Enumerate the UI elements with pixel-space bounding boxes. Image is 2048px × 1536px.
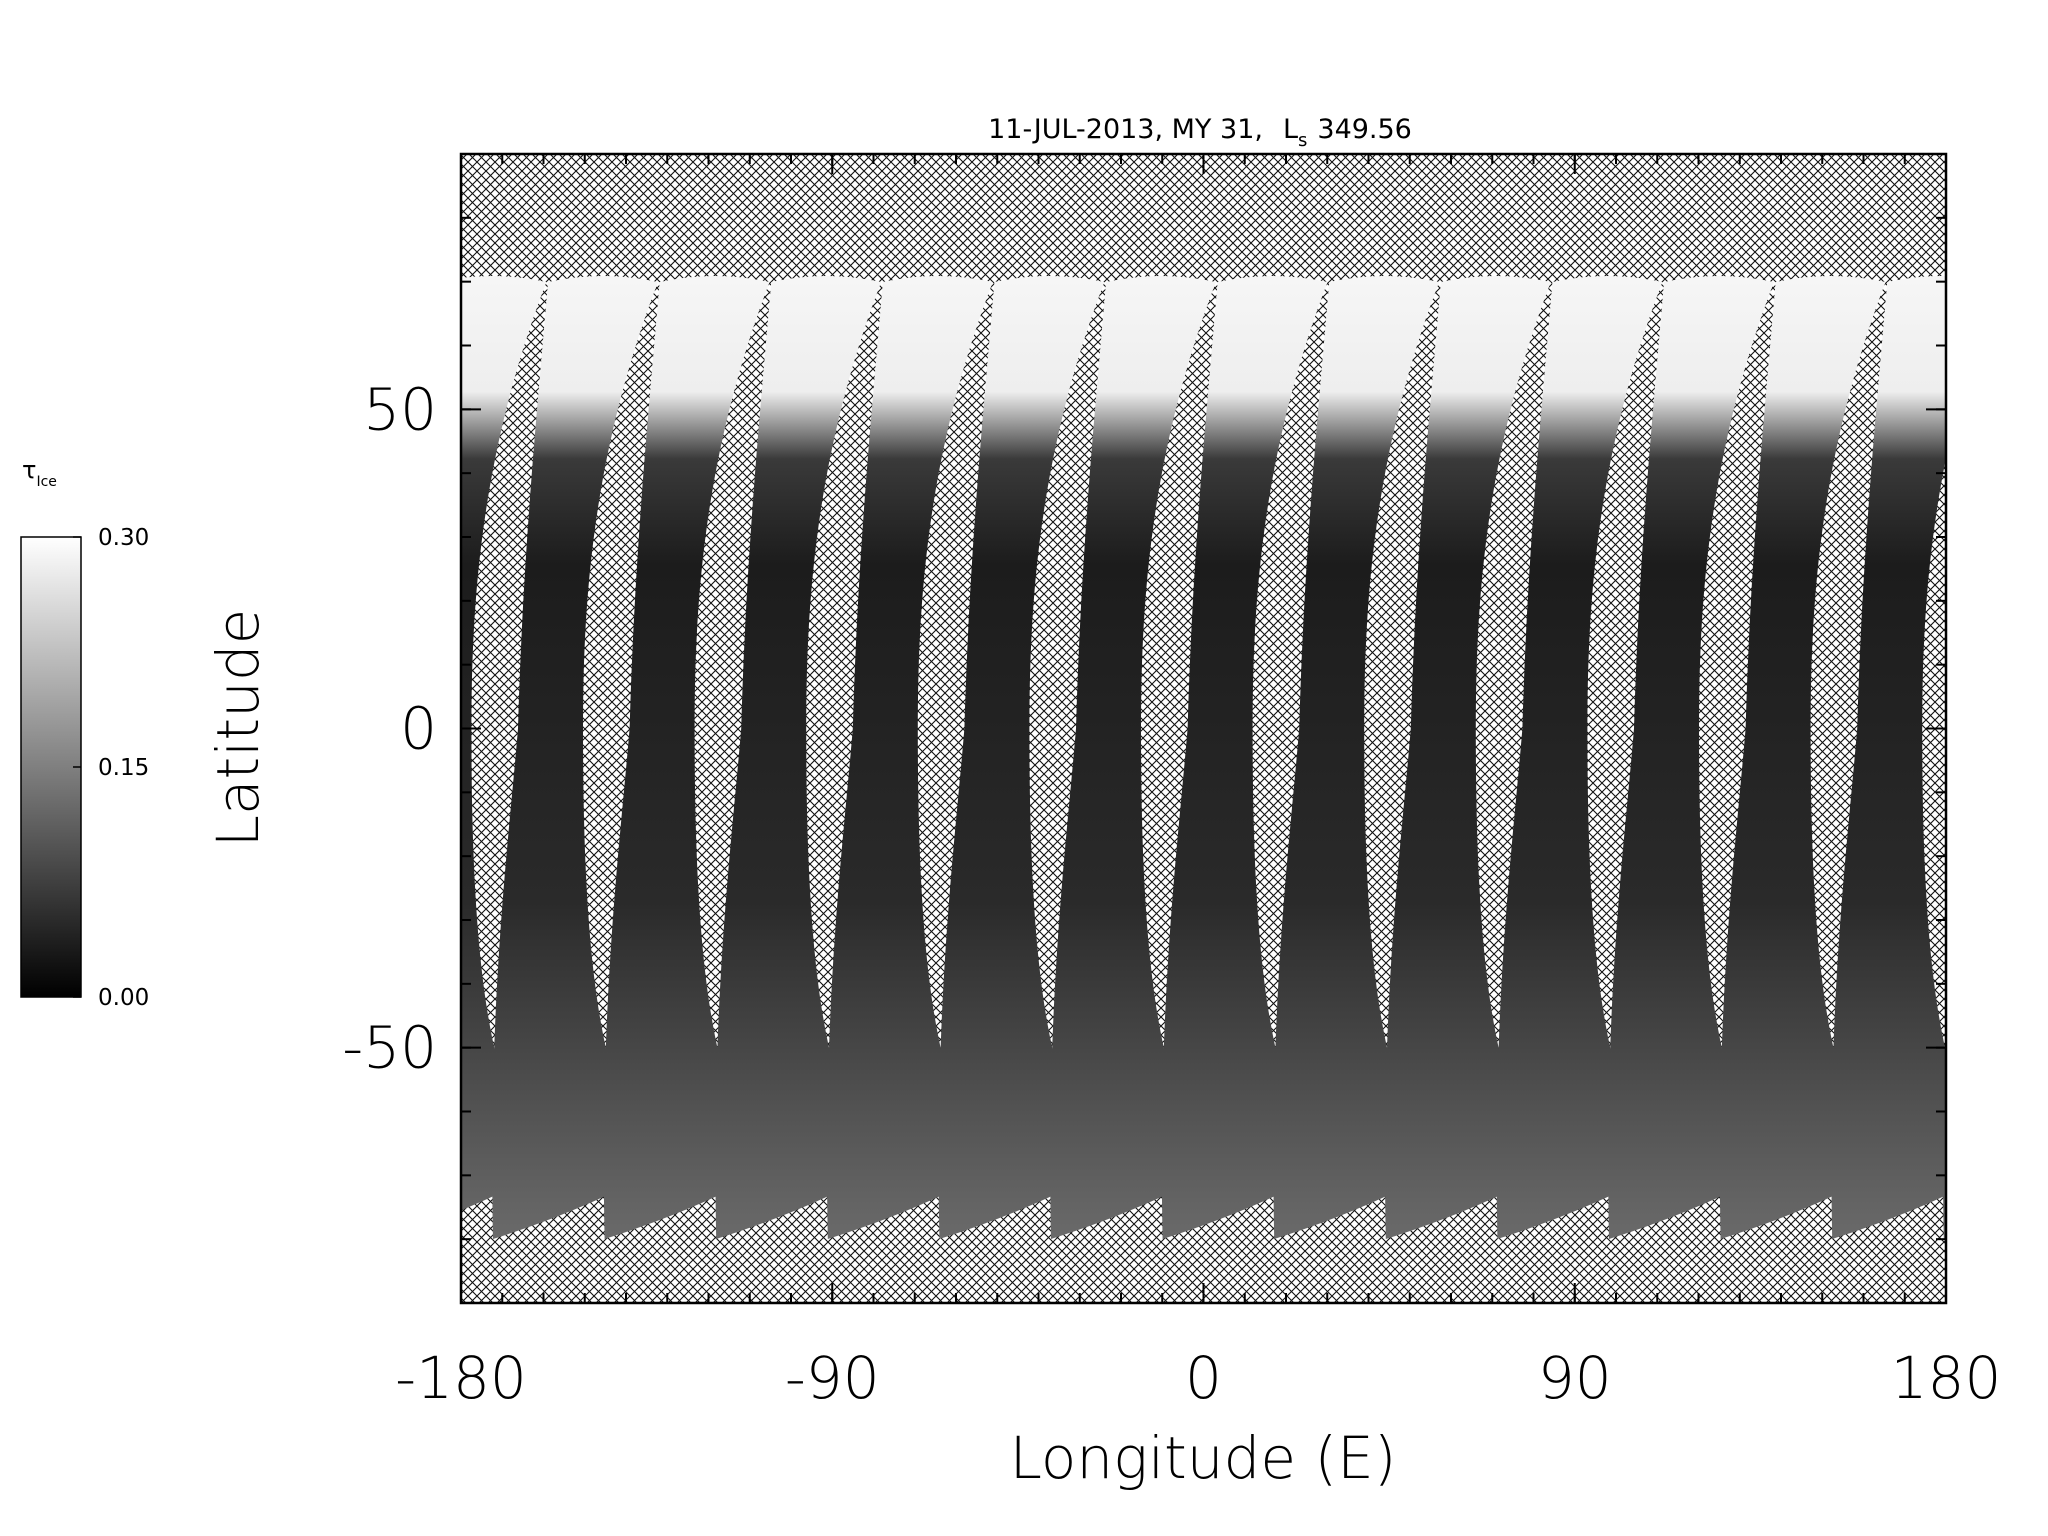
x-tick-label: -180 [395, 1344, 527, 1412]
colorbar-tick-label: 0.15 [98, 755, 149, 781]
swath [1050, 276, 1216, 1239]
y-tick-label: 0 [400, 695, 437, 763]
colorbar-tick-label: 0.30 [98, 525, 149, 551]
x-tick-label: 180 [1891, 1344, 2002, 1412]
chart-title: 11-JUL-2013, MY 31, Ls 349.56 [988, 114, 1412, 151]
swath [1943, 1023, 1946, 1239]
swath [461, 276, 547, 1211]
swath [1385, 276, 1551, 1239]
colorbar [20, 536, 82, 998]
swath [1719, 276, 1886, 1239]
swaths [461, 276, 1946, 1239]
x-tick-label: 0 [1185, 1344, 1222, 1412]
x-tick-label: -90 [785, 1344, 880, 1412]
swath [1608, 276, 1774, 1239]
y-tick-label: 50 [363, 375, 437, 443]
y-tick-label: -50 [342, 1014, 437, 1082]
swath [1161, 276, 1328, 1239]
y-axis-label: Latitude [204, 609, 272, 848]
colorbar-tick-label: 0.00 [98, 985, 149, 1011]
swath [938, 276, 1105, 1239]
swath [603, 276, 770, 1239]
swath [492, 276, 658, 1239]
x-axis-label: Longitude (E) [1010, 1424, 1397, 1492]
swath [1496, 276, 1663, 1239]
swath [715, 276, 882, 1239]
x-tick-label: 90 [1538, 1344, 1612, 1412]
swath [1273, 276, 1440, 1239]
swath [1831, 276, 1946, 1239]
colorbar-label: τIce [22, 456, 57, 490]
swath [827, 276, 993, 1239]
